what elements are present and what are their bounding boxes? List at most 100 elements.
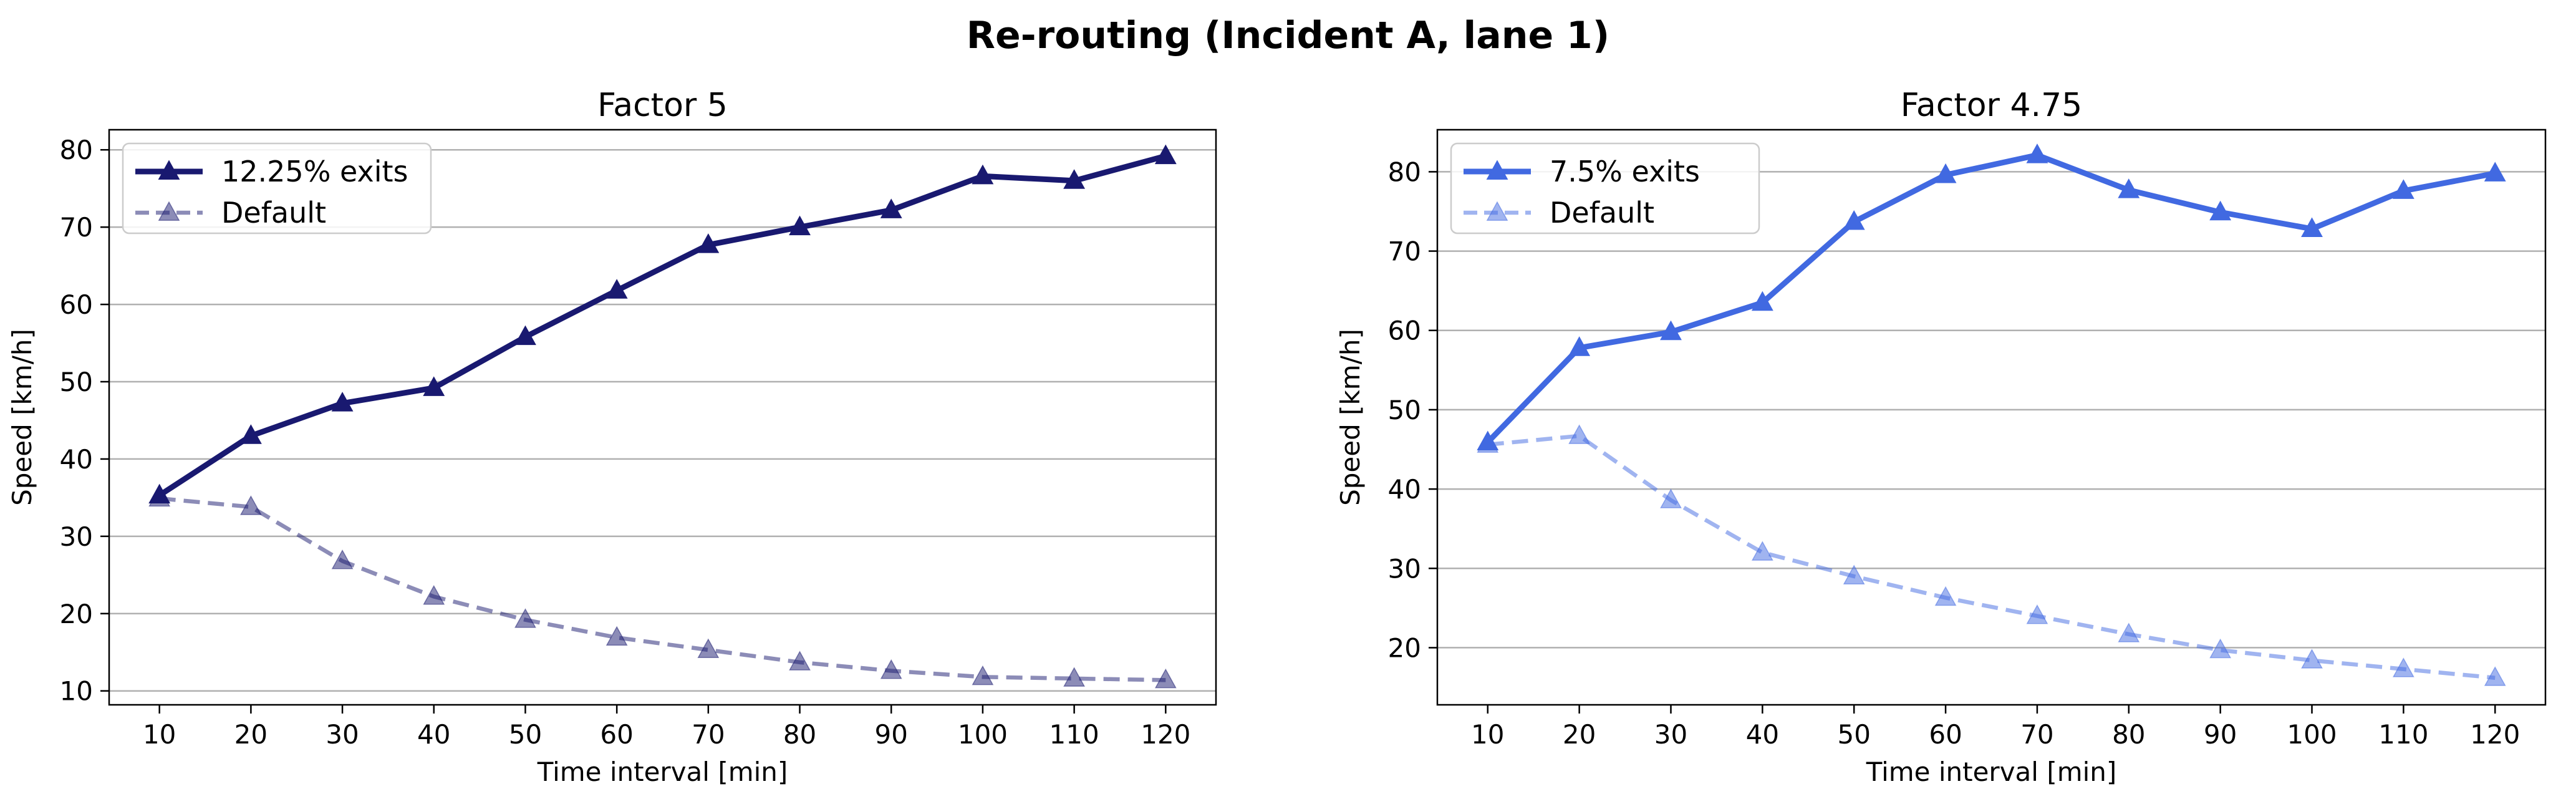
x-tick-label: 30: [1654, 719, 1687, 750]
data-point: [697, 233, 720, 253]
legend-swatch-marker: [1486, 201, 1508, 221]
chart-panel-right: 20 30 40 50 60 70 80 10 20 30 40 50 60 70 80 90 100 110 12…: [1335, 87, 2547, 787]
x-tick-label: 100: [958, 719, 1008, 750]
data-point: [1843, 564, 1865, 584]
x-tick-label: 80: [783, 719, 816, 750]
y-tick-label: 80: [60, 135, 93, 165]
legend-swatch-marker: [1486, 160, 1508, 180]
x-tick-label: 70: [692, 719, 725, 750]
series-line-exits: [158, 153, 1167, 498]
series-line-exits: [1485, 152, 2496, 445]
y-tick-label: 40: [1388, 474, 1421, 505]
series-line-default: [159, 496, 1166, 682]
y-tick-label: 60: [1388, 316, 1421, 346]
y-tick-label: 80: [1388, 157, 1421, 187]
x-tick-label: 100: [2287, 719, 2337, 750]
legend-label: 12.25% exits: [221, 155, 408, 188]
x-tick-label: 10: [143, 719, 176, 750]
data-point: [2484, 162, 2506, 182]
x-tick-label: 40: [417, 719, 450, 750]
y-axis-label: Speed [km/h]: [1335, 329, 1366, 506]
chart-title: Factor 5: [597, 87, 728, 124]
data-point: [1154, 144, 1177, 165]
data-point: [239, 495, 262, 515]
x-tick-label: 80: [2112, 719, 2145, 750]
data-point: [1568, 336, 1591, 356]
x-tick-label: 40: [1746, 719, 1779, 750]
y-tick-label: 50: [60, 367, 93, 397]
data-point: [1751, 541, 1773, 561]
chart-title: Factor 4.75: [1901, 87, 2082, 124]
data-point: [423, 376, 445, 396]
series-line-default: [1487, 433, 2496, 680]
y-tick-label: 10: [60, 676, 93, 707]
data-point: [697, 638, 720, 659]
y-tick-label: 20: [1388, 632, 1421, 663]
plot-frame: [108, 128, 1217, 706]
legend: 7.5% exits Default: [1450, 142, 1760, 235]
y-tick-label: 20: [60, 599, 93, 629]
data-point: [2118, 178, 2140, 198]
x-tick-label: 90: [2204, 719, 2237, 750]
data-point: [1660, 488, 1682, 508]
data-point: [972, 164, 994, 185]
data-point: [880, 198, 902, 218]
x-axis-label: Time interval [min]: [537, 757, 788, 787]
legend-label: Default: [1550, 196, 1654, 230]
x-tick-label: 10: [1471, 719, 1504, 750]
y-tick-label: 50: [1388, 395, 1421, 425]
data-point: [1154, 668, 1177, 689]
y-tick-label: 70: [60, 212, 93, 243]
x-tick-label: 110: [1049, 719, 1099, 750]
x-tick-label: 20: [1563, 719, 1596, 750]
data-point: [2026, 143, 2048, 163]
data-point: [148, 487, 171, 507]
chart-panel-left: 10 20 30 40 50 60 70 80 10 20 30 40 50 60 70 80 90 100 110…: [7, 87, 1217, 787]
y-tick-label: 40: [60, 444, 93, 475]
legend-label: 7.5% exits: [1550, 155, 1700, 188]
data-point: [2026, 604, 2048, 624]
x-tick-label: 50: [1837, 719, 1870, 750]
x-tick-label: 20: [234, 719, 268, 750]
data-point: [2209, 638, 2232, 659]
legend-swatch-marker: [158, 160, 180, 180]
data-point: [1568, 424, 1591, 444]
data-point: [1660, 320, 1682, 341]
data-point: [2392, 179, 2414, 199]
data-point: [1934, 586, 1957, 606]
data-point: [514, 325, 536, 346]
data-point: [880, 659, 902, 679]
x-tick-label: 70: [2020, 719, 2053, 750]
data-point: [239, 424, 262, 444]
plot-frame: [1436, 128, 2547, 706]
data-point: [789, 215, 811, 236]
legend: 12.25% exits Default: [122, 142, 432, 235]
data-point: [2392, 657, 2414, 677]
x-tick-label: 50: [509, 719, 542, 750]
data-point: [331, 392, 354, 412]
y-tick-label: 60: [60, 289, 93, 320]
x-tick-label: 120: [1141, 719, 1190, 750]
y-axis-label: Speed [km/h]: [7, 329, 37, 506]
x-tick-label: 90: [875, 719, 908, 750]
x-axis-label: Time interval [min]: [1866, 757, 2117, 787]
data-point: [1063, 169, 1086, 189]
data-point: [514, 608, 536, 628]
legend-swatch-marker: [158, 201, 180, 221]
data-point: [789, 651, 811, 671]
data-point: [2301, 649, 2323, 669]
y-tick-label: 30: [1388, 553, 1421, 584]
data-point: [2301, 217, 2323, 237]
data-point: [605, 279, 628, 299]
data-point: [331, 549, 354, 569]
data-point: [605, 626, 628, 646]
x-tick-label: 120: [2470, 719, 2520, 750]
data-point: [1063, 667, 1086, 687]
data-point: [1477, 433, 1499, 453]
x-tick-label: 110: [2378, 719, 2428, 750]
x-tick-label: 60: [1929, 719, 1962, 750]
data-point: [2484, 666, 2506, 686]
y-tick-label: 70: [1388, 236, 1421, 267]
figure-title: Re-routing (Incident A, lane 1): [966, 14, 1610, 57]
